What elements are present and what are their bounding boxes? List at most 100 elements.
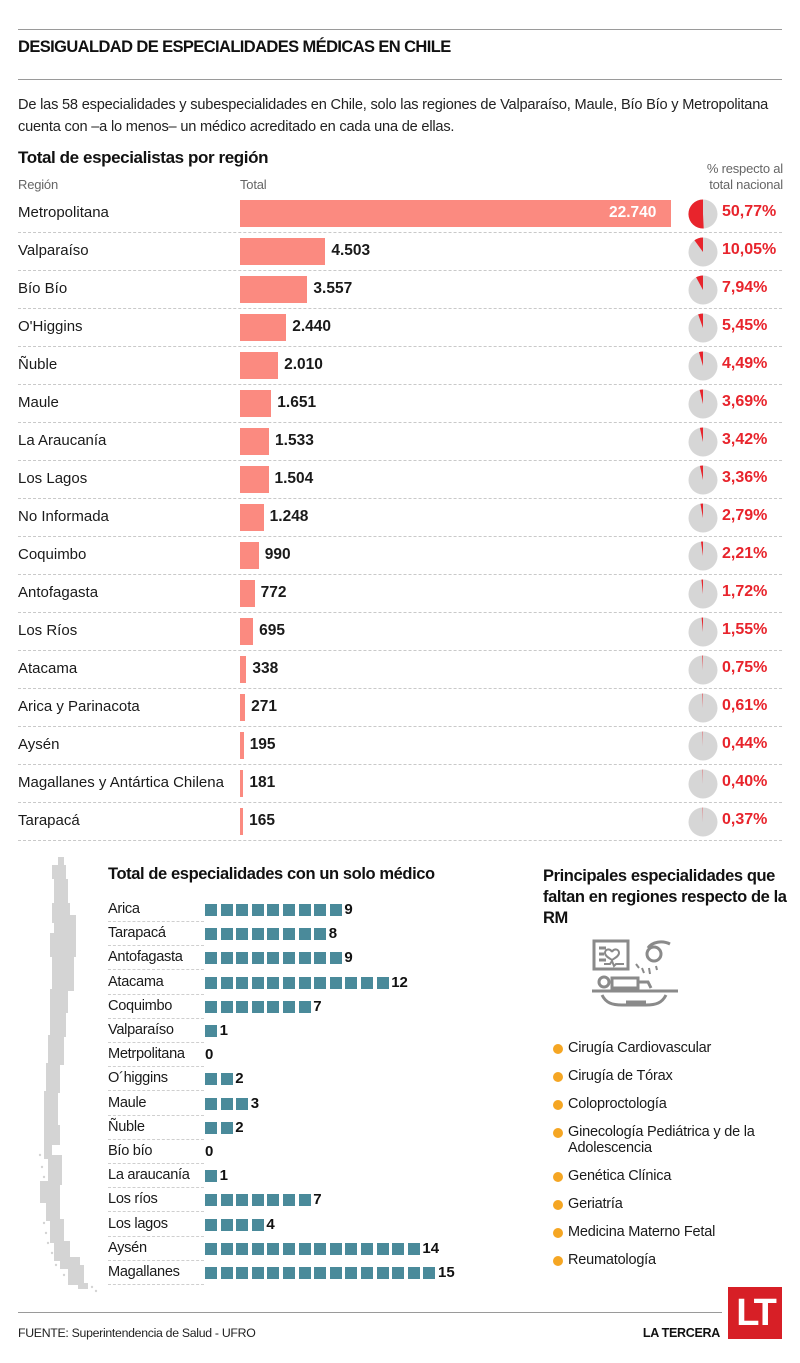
unit-square [314, 976, 327, 989]
region-row: Maule 3 [108, 1092, 528, 1116]
row-divider [108, 1042, 204, 1043]
unit-square [329, 1242, 342, 1255]
region-row: Aysén 195 0,44% [18, 727, 782, 765]
region-row: Antofagasta 9 [108, 946, 528, 971]
pie-slice [700, 541, 703, 556]
unit-square [267, 1242, 280, 1255]
count-label: 7 [313, 1191, 322, 1209]
bar [240, 504, 264, 531]
region-row: Los lagos 4 [108, 1213, 528, 1237]
unit-square [205, 904, 217, 916]
percent-pie [688, 503, 718, 533]
pie-slice [696, 275, 703, 290]
specialty-item: Genética Clínica [553, 1168, 793, 1184]
count-label: 9 [344, 901, 353, 918]
percent-pie [688, 731, 718, 761]
unit-square [267, 1194, 280, 1207]
region-row: Coquimbo 7 [108, 995, 528, 1019]
percent-pie [688, 199, 718, 229]
unit-square [345, 1242, 358, 1255]
percent-label: 0,75% [722, 659, 768, 676]
bar-value-label: 3.557 [313, 280, 353, 297]
row-divider [108, 1090, 204, 1092]
percent-label: 10,05% [722, 241, 777, 258]
bar [240, 542, 259, 569]
count-label: 1 [219, 1022, 228, 1039]
row-divider [108, 993, 204, 995]
region-row: Aysén 14 [108, 1237, 528, 1261]
percent-pie [688, 427, 718, 457]
unit-square [205, 1097, 217, 1110]
unit-square [205, 928, 217, 941]
row-divider [108, 1163, 204, 1164]
percent-pie [688, 275, 718, 305]
pie-slice [688, 199, 704, 229]
count-label: 4 [266, 1215, 275, 1233]
unit-square [205, 1000, 217, 1013]
region-label: Bío bío [108, 1143, 153, 1159]
column-header-percent-line2: total nacional [709, 177, 783, 192]
unit-square [236, 1242, 249, 1255]
pie-slice [702, 693, 703, 708]
infographic-title: DESIGUALDAD DE ESPECIALIDADES MÉDICAS EN… [18, 38, 451, 56]
region-label: Metrpolitana [108, 1046, 185, 1063]
unit-square [220, 1218, 233, 1231]
count-label: 7 [313, 997, 322, 1015]
brand-name: LA TERCERA [642, 1326, 720, 1340]
unit-square [283, 1000, 295, 1013]
percent-label: 3,36% [722, 469, 768, 486]
bar-value-label: 271 [251, 698, 277, 715]
region-row: La araucanía 1 [108, 1164, 528, 1189]
chile-map [38, 857, 98, 1293]
specialty-label: Coloproctología [568, 1096, 667, 1112]
count-label: 8 [328, 925, 338, 943]
bullet-icon [553, 1172, 563, 1182]
unit-square [220, 1073, 233, 1086]
region-label: La araucanía [108, 1167, 190, 1184]
percent-pie [688, 693, 718, 723]
bar-value-label: 165 [249, 812, 275, 829]
region-label: Ñuble [18, 356, 58, 373]
unit-square [283, 1194, 295, 1207]
percent-label: 3,42% [722, 431, 768, 448]
unit-square [361, 976, 373, 989]
percent-pie [688, 465, 718, 495]
region-row: Valparaíso 4.503 10,05% [18, 233, 782, 271]
region-label: Magallanes [108, 1264, 180, 1280]
bullet-icon [553, 1256, 563, 1266]
row-divider [108, 945, 204, 947]
unit-square [407, 1267, 420, 1279]
count-label: 15 [438, 1264, 455, 1281]
count-label: 0 [205, 1046, 214, 1064]
percent-label: 3,69% [722, 393, 768, 410]
unit-square [205, 1170, 217, 1183]
row-divider [108, 1066, 204, 1068]
unit-square [251, 1267, 264, 1279]
specialty-item: Geriatría [553, 1196, 793, 1212]
specialty-label: Medicina Materno Fetal [568, 1224, 716, 1240]
specialty-label: Ginecología Pediátrica y de la Adolescen… [568, 1124, 755, 1156]
region-row: O´higgins 2 [108, 1067, 528, 1092]
count-label: 14 [422, 1239, 440, 1257]
unit-square [298, 952, 311, 965]
unit-square [251, 1218, 264, 1231]
bar [240, 770, 244, 797]
percent-label: 0,37% [722, 811, 768, 828]
region-label: Aysén [108, 1239, 147, 1256]
region-label: Tarapacá [18, 812, 80, 829]
region-label: Atacama [108, 973, 164, 990]
unit-square [220, 1242, 233, 1255]
specialty-label: Reumatología [568, 1252, 656, 1268]
bullet-icon [553, 1228, 563, 1238]
percent-label: 1,55% [722, 621, 768, 638]
row-divider [108, 969, 204, 971]
unit-square [236, 1267, 249, 1279]
unit-square [314, 952, 327, 965]
bar [240, 694, 246, 721]
region-label: Arica y Parinacota [18, 698, 140, 715]
unit-square [236, 928, 249, 941]
bar [240, 314, 287, 341]
unit-square [298, 1000, 311, 1013]
chile-map-shape [38, 857, 98, 1293]
pie-slice [699, 389, 703, 404]
